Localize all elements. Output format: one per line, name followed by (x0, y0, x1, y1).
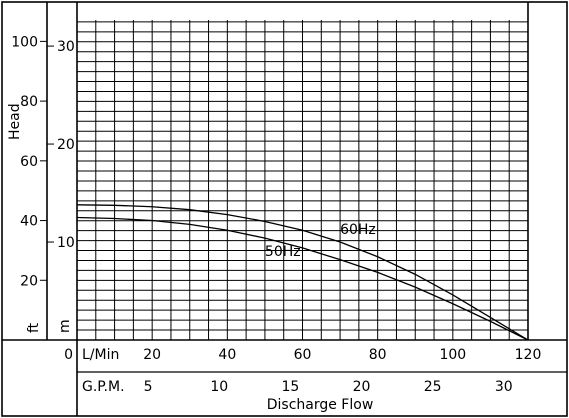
curve-60hz (76, 204, 529, 341)
y-ft-tick-label: 20 (20, 273, 38, 289)
x-gpm-unit: G.P.M. (82, 379, 125, 395)
x-gpm-tick-label: 10 (210, 379, 228, 395)
y-ft-unit: ft (26, 322, 42, 333)
y-ft-tick-label: 40 (20, 214, 38, 230)
y-axis-title: Head (7, 103, 23, 140)
curve-50hz (76, 216, 529, 341)
y-m-tick-label: 20 (57, 137, 75, 153)
x-lmin-tick-label: 80 (369, 347, 387, 363)
series-label-60hz: 60Hz (340, 222, 376, 238)
x-gpm-tick-label: 30 (495, 379, 513, 395)
y-m-tick-label: 10 (57, 235, 75, 251)
x-lmin-tick-label: 60 (294, 347, 312, 363)
y-m-unit: m (57, 319, 73, 333)
y-ft-tick-label: 80 (20, 94, 38, 110)
x-lmin-tick-label: 0 (64, 347, 73, 363)
x-gpm-tick-label: 5 (144, 379, 153, 395)
x-lmin-tick-label: 100 (439, 347, 466, 363)
x-gpm-tick-label: 25 (424, 379, 442, 395)
series-label-50hz: 50Hz (265, 244, 301, 260)
x-axis-title: Discharge Flow (267, 397, 374, 413)
x-lmin-tick-label: 120 (515, 347, 542, 363)
y-ft-tick-label: 60 (20, 154, 38, 170)
x-lmin-tick-label: 20 (143, 347, 161, 363)
x-gpm-tick-label: 20 (353, 379, 371, 395)
y-m-tick-label: 30 (57, 39, 75, 55)
x-gpm-tick-label: 15 (281, 379, 299, 395)
plot-grid (77, 20, 528, 340)
x-lmin-tick-label: 40 (218, 347, 236, 363)
y-ft-tick-label: 100 (11, 34, 38, 50)
x-lmin-unit: L/Min (82, 347, 119, 363)
